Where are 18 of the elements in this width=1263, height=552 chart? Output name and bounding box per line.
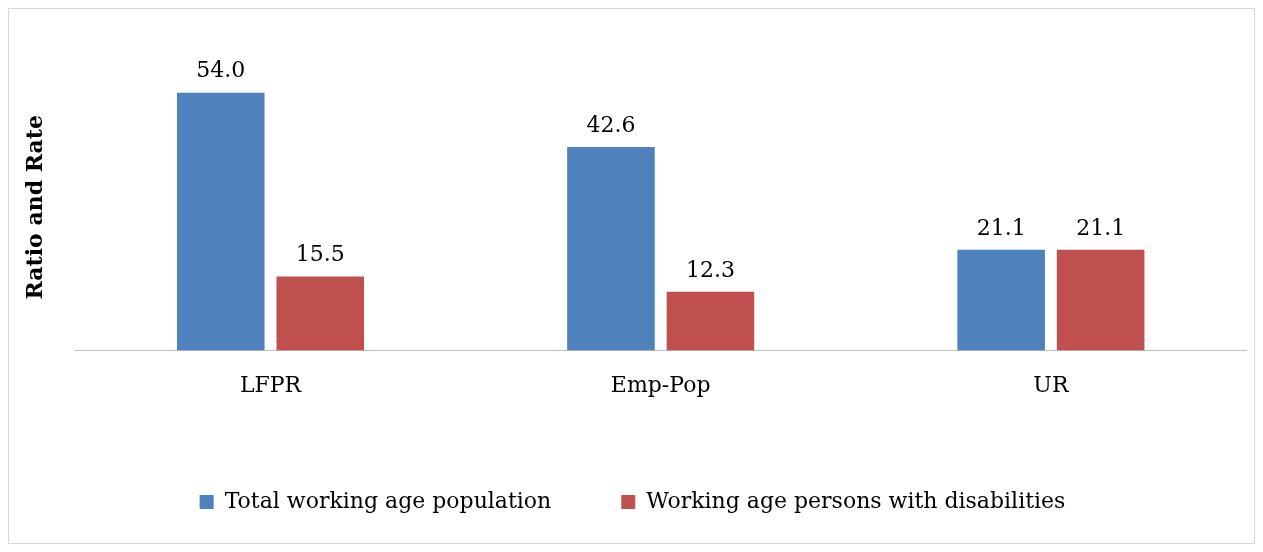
data-label: 12.3: [685, 256, 735, 282]
x-tick-label: Emp-Pop: [610, 371, 711, 397]
legend-label: Working age persons with disabilities: [646, 487, 1066, 513]
bar: [957, 249, 1045, 351]
x-tick-label: LFPR: [239, 371, 303, 397]
legend-label: Total working age population: [224, 487, 552, 513]
data-label: 42.6: [586, 111, 636, 137]
bar: [666, 291, 755, 351]
bar: [1056, 249, 1145, 351]
y-axis-title: Ratio and Rate: [20, 115, 47, 300]
x-tick-label: UR: [1033, 371, 1070, 397]
data-label: 21.1: [976, 214, 1026, 240]
data-label: 21.1: [1076, 214, 1126, 240]
data-label: 15.5: [295, 241, 345, 267]
bar: [276, 276, 365, 351]
bar: [567, 147, 655, 351]
data-label: 54.0: [196, 57, 246, 83]
bar: [176, 92, 265, 351]
